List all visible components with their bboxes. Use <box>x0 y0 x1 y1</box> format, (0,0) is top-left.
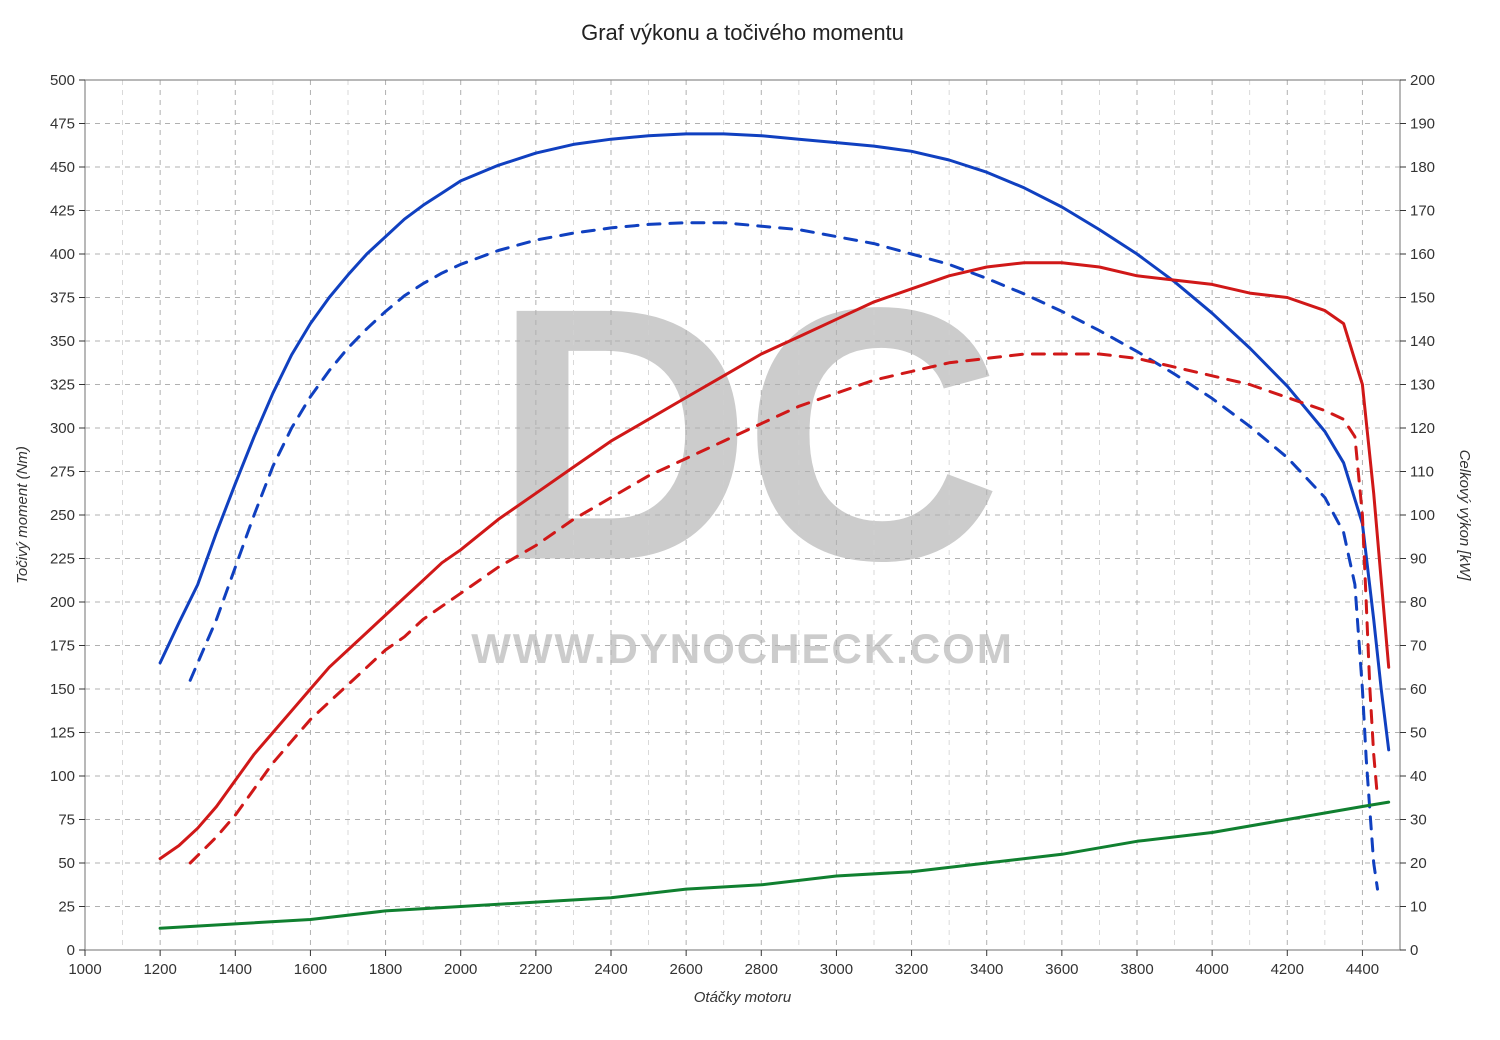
y-right-tick-label: 0 <box>1410 942 1418 959</box>
y-right-tick-label: 140 <box>1410 333 1435 350</box>
x-tick-label: 2000 <box>444 961 477 978</box>
y-right-tick-label: 10 <box>1410 899 1427 916</box>
x-tick-label: 2400 <box>594 961 627 978</box>
x-axis-title: Otáčky motoru <box>694 989 792 1006</box>
x-tick-label: 3000 <box>820 961 853 978</box>
y-right-tick-label: 30 <box>1410 812 1427 829</box>
x-tick-label: 2800 <box>745 961 778 978</box>
y-right-tick-label: 180 <box>1410 159 1435 176</box>
y-left-tick-label: 300 <box>50 420 75 437</box>
y-left-axis-title: Točivý moment (Nm) <box>14 446 31 584</box>
y-left-tick-label: 200 <box>50 594 75 611</box>
y-right-tick-label: 50 <box>1410 725 1427 742</box>
y-left-tick-label: 225 <box>50 551 75 568</box>
x-tick-label: 3200 <box>895 961 928 978</box>
y-right-tick-label: 70 <box>1410 638 1427 655</box>
x-tick-label: 2200 <box>519 961 552 978</box>
x-tick-label: 3400 <box>970 961 1003 978</box>
x-tick-label: 4200 <box>1271 961 1304 978</box>
watermark-url: WWW.DYNOCHECK.COM <box>471 625 1014 672</box>
y-left-tick-label: 175 <box>50 638 75 655</box>
y-right-tick-label: 40 <box>1410 768 1427 785</box>
y-left-tick-label: 150 <box>50 681 75 698</box>
y-right-tick-label: 150 <box>1410 290 1435 307</box>
y-left-tick-label: 500 <box>50 72 75 89</box>
dyno-chart: DCWWW.DYNOCHECK.COM100012001400160018002… <box>0 0 1500 1040</box>
x-tick-label: 3800 <box>1120 961 1153 978</box>
y-left-tick-label: 125 <box>50 725 75 742</box>
x-tick-label: 4400 <box>1346 961 1379 978</box>
y-right-tick-label: 80 <box>1410 594 1427 611</box>
y-left-tick-label: 250 <box>50 507 75 524</box>
y-right-tick-label: 60 <box>1410 681 1427 698</box>
y-right-tick-label: 160 <box>1410 246 1435 263</box>
y-left-tick-label: 50 <box>58 855 75 872</box>
x-tick-label: 1800 <box>369 961 402 978</box>
y-right-tick-label: 130 <box>1410 377 1435 394</box>
x-tick-label: 3600 <box>1045 961 1078 978</box>
y-right-tick-label: 170 <box>1410 203 1435 220</box>
y-left-tick-label: 0 <box>67 942 75 959</box>
y-left-tick-label: 450 <box>50 159 75 176</box>
y-right-tick-label: 110 <box>1410 464 1434 481</box>
y-right-tick-label: 90 <box>1410 551 1427 568</box>
y-left-tick-label: 375 <box>50 290 75 307</box>
y-right-tick-label: 100 <box>1410 507 1435 524</box>
y-left-tick-label: 400 <box>50 246 75 263</box>
watermark-logo: DC <box>493 234 996 636</box>
x-tick-label: 1600 <box>294 961 327 978</box>
y-right-axis-title: Celkový výkon [kW] <box>1456 450 1473 582</box>
x-tick-label: 1000 <box>68 961 101 978</box>
y-left-tick-label: 25 <box>58 899 75 916</box>
x-tick-label: 2600 <box>669 961 702 978</box>
y-left-tick-label: 425 <box>50 203 75 220</box>
y-left-tick-label: 75 <box>58 812 75 829</box>
x-tick-label: 1400 <box>219 961 252 978</box>
y-right-tick-label: 20 <box>1410 855 1427 872</box>
y-left-tick-label: 475 <box>50 116 75 133</box>
y-right-tick-label: 200 <box>1410 72 1435 89</box>
y-right-tick-label: 190 <box>1410 116 1435 133</box>
y-left-tick-label: 350 <box>50 333 75 350</box>
series-loss <box>160 802 1389 928</box>
y-right-tick-label: 120 <box>1410 420 1435 437</box>
y-left-tick-label: 100 <box>50 768 75 785</box>
chart-title: Graf výkonu a točivého momentu <box>581 20 904 45</box>
y-left-tick-label: 325 <box>50 377 75 394</box>
x-tick-label: 1200 <box>143 961 176 978</box>
y-left-tick-label: 275 <box>50 464 75 481</box>
x-tick-label: 4000 <box>1195 961 1228 978</box>
